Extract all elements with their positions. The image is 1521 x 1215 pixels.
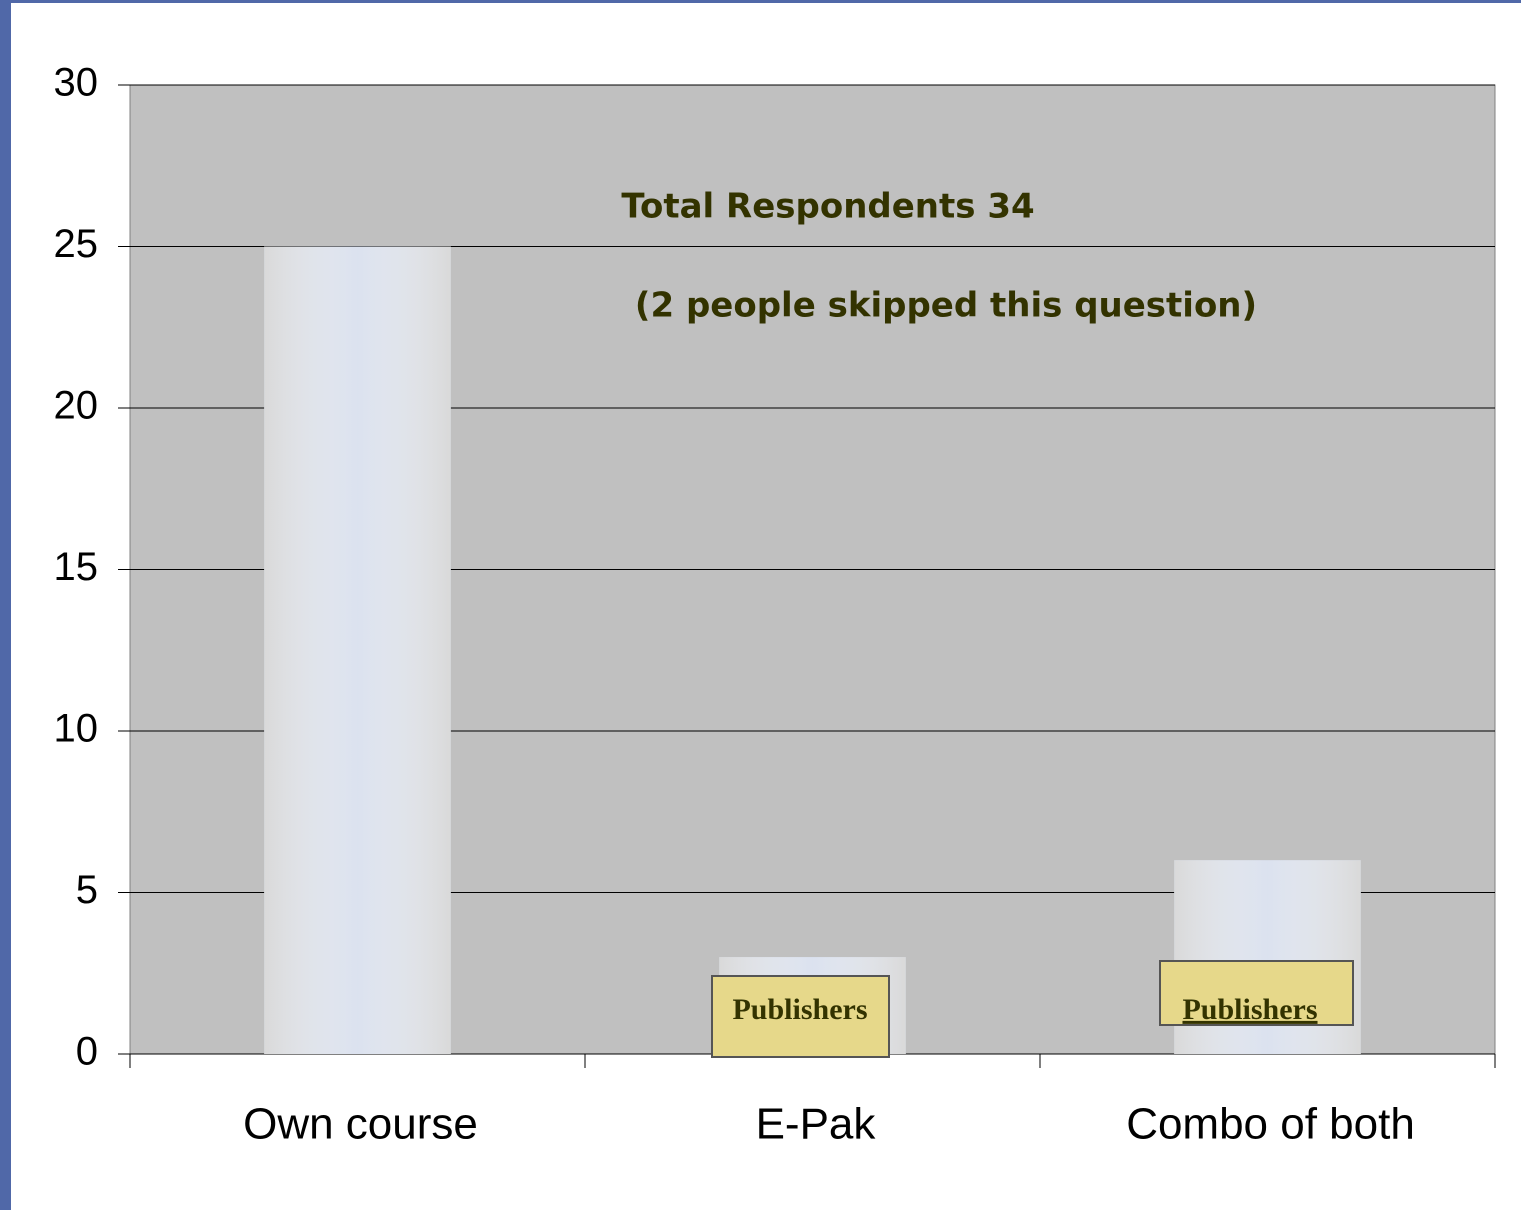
x-tick-label: E-Pak — [756, 1100, 877, 1149]
y-tick-label: 25 — [54, 222, 99, 266]
y-tick-label: 15 — [54, 545, 99, 589]
top-edge — [0, 0, 1521, 3]
annotation: Total Respondents 34 — [621, 187, 1034, 227]
annotation: Publishers — [732, 993, 867, 1026]
y-tick-label: 10 — [54, 707, 99, 751]
x-tick-label: Own course — [243, 1100, 478, 1149]
left-edge — [0, 0, 11, 1210]
y-tick-label: 0 — [76, 1030, 98, 1074]
bar-shade — [264, 246, 451, 1054]
y-tick-label: 20 — [54, 384, 99, 428]
y-tick-label: 5 — [76, 868, 98, 912]
label-box — [1159, 960, 1354, 1026]
x-tick-label: Combo of both — [1126, 1100, 1415, 1149]
annotation: Publishers — [1182, 993, 1317, 1026]
y-tick-label: 30 — [54, 61, 99, 105]
label-box — [711, 975, 890, 1058]
annotation: (2 people skipped this question) — [635, 286, 1257, 326]
